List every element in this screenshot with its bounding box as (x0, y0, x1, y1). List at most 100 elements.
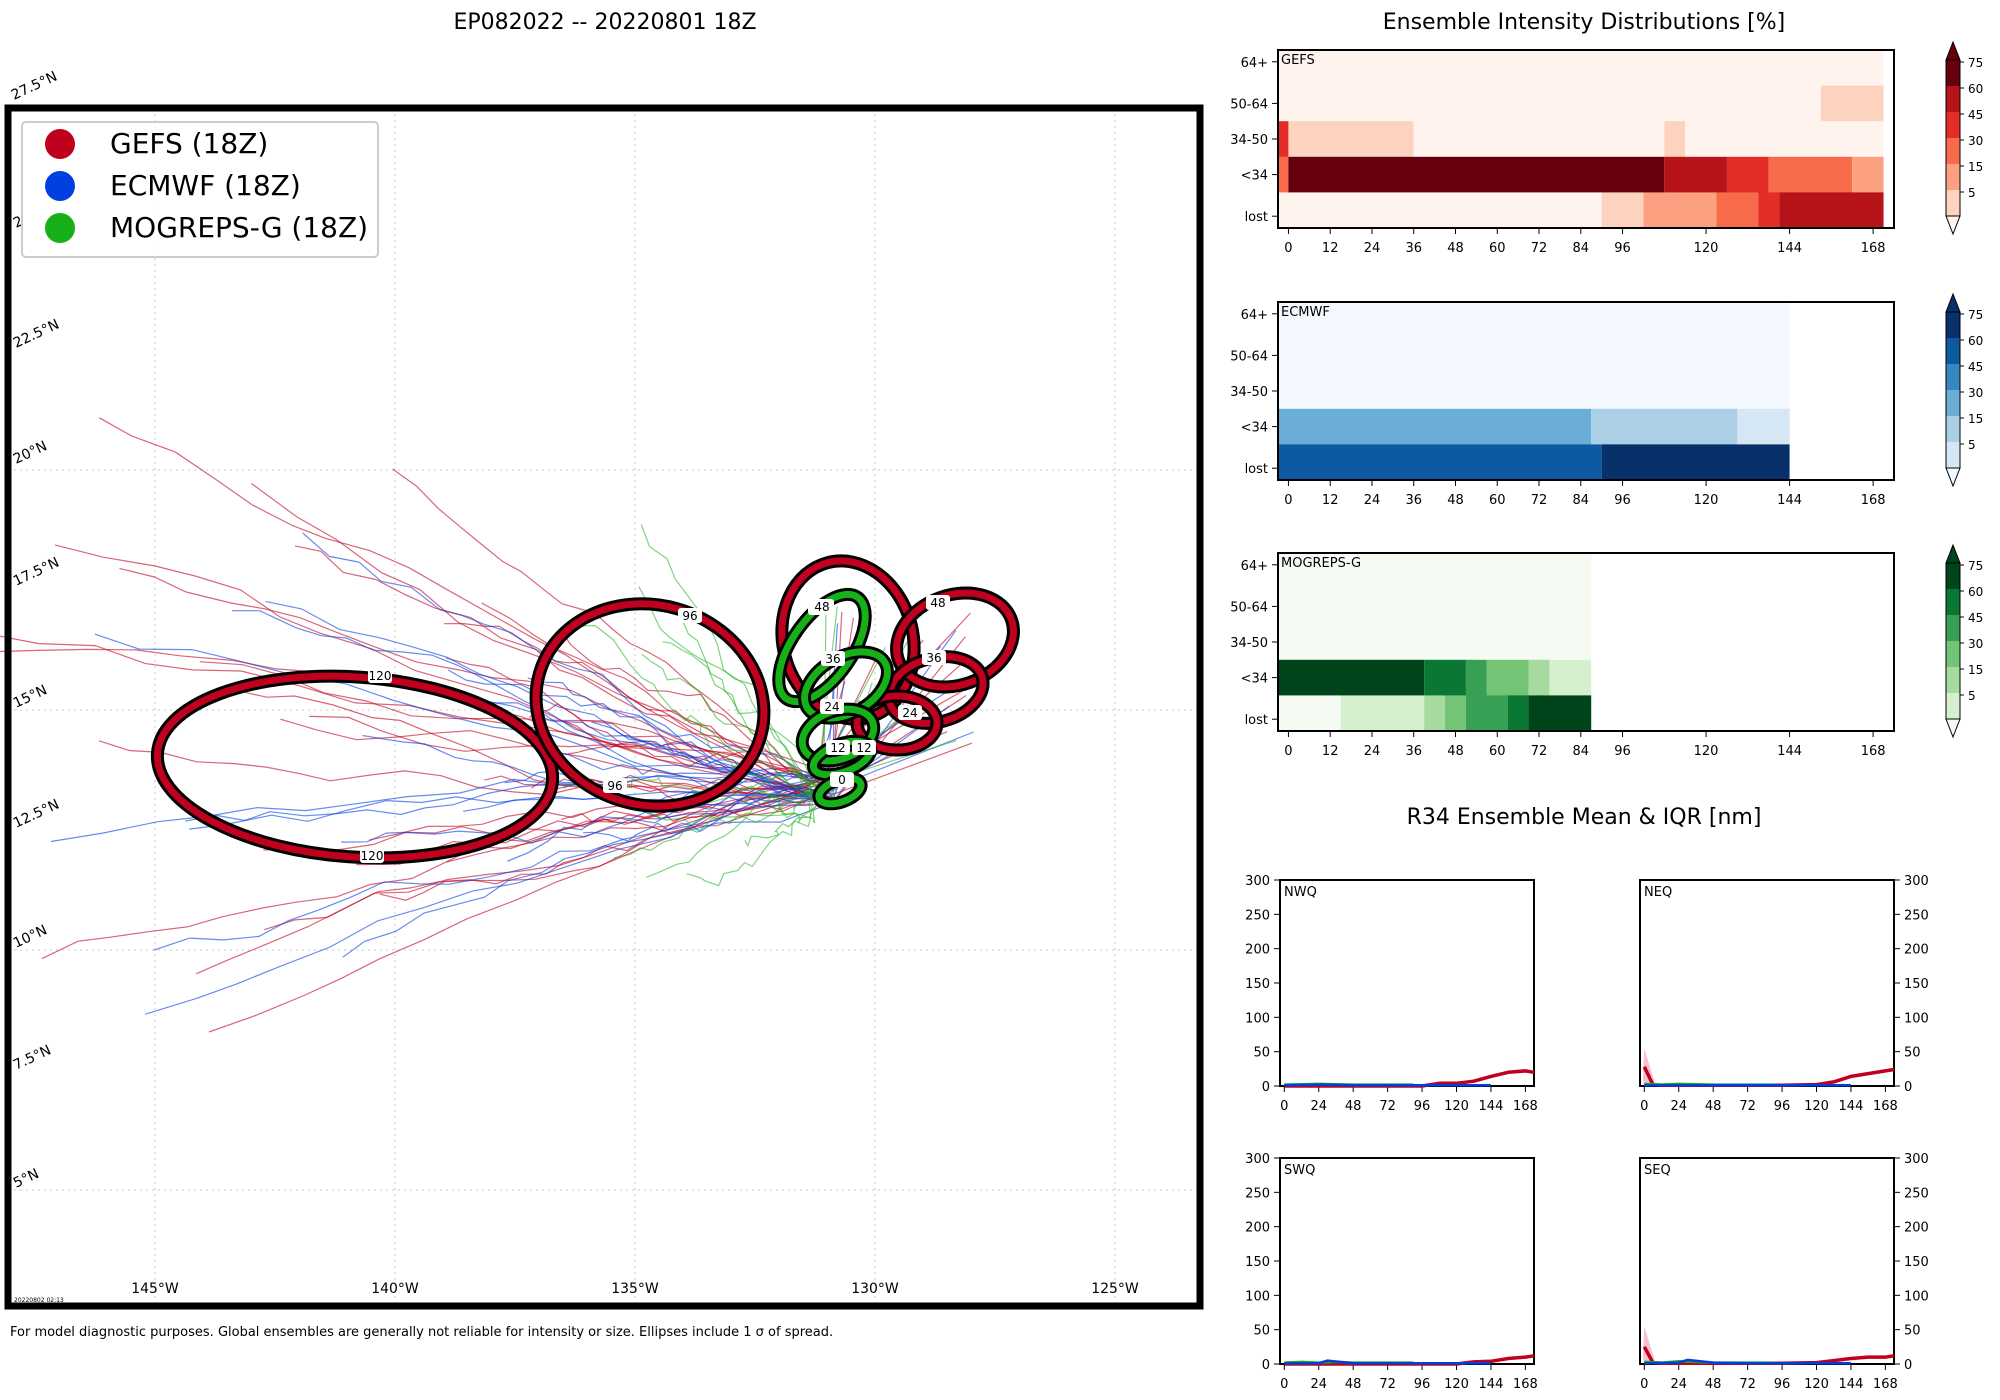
gefs-ellipse-120h-fill (153, 672, 557, 862)
figure-title: EP082022 -- 20220801 18Z (453, 10, 756, 35)
r34-ytick-label: 0 (1262, 1358, 1270, 1373)
legend-ecmwf-marker (45, 171, 75, 201)
colorbar-segment (1946, 615, 1960, 642)
gefs-label-96a-bg (678, 608, 702, 623)
heatmap-x-label: 84 (1573, 493, 1590, 508)
lat-tick-label: 7.5°N (11, 1042, 54, 1073)
heatmap-cell (1278, 50, 1884, 87)
gefs-member-track (240, 690, 833, 799)
r34-ytick-label: 300 (1904, 874, 1929, 889)
mogreps-label-12a-text: 12 (830, 741, 845, 755)
r34-xtick-label: 120 (1804, 1099, 1829, 1114)
heatmap-x-label: 168 (1861, 493, 1886, 508)
heatmap-cell (1278, 444, 1602, 481)
gefs-label-48b-bg (926, 595, 950, 610)
gefs-member-track (54, 544, 818, 793)
map-gridlines (8, 108, 1200, 1306)
gefs-member-track (481, 602, 948, 789)
ecmwf-member-track (549, 750, 809, 779)
r34-xtick-label: 24 (1670, 1099, 1687, 1114)
r34-xtick-label: 168 (1873, 1377, 1898, 1392)
spread-ellipses: 12012096964848362448362412120 (150, 554, 1020, 865)
colorbar-tick-label: 30 (1968, 386, 1983, 400)
legend-ecmwf-label: ECMWF (18Z) (110, 169, 301, 202)
heatmap-panel-label: MOGREPS-G (1281, 556, 1361, 571)
gefs-ellipse-96h-fill (532, 600, 768, 810)
heatmap-row-label: 50-64 (1230, 600, 1268, 615)
colorbar-extend-min (1945, 215, 1961, 236)
ecmwf-member-track (145, 779, 810, 1015)
gefs-member-track (0, 635, 824, 777)
colorbar-tick-label: 45 (1968, 360, 1983, 374)
colorbar-greens: 75 60 45 30 15 5 (1945, 543, 1983, 739)
colorbar-segment (1946, 416, 1960, 443)
gefs-member-track (208, 742, 973, 1033)
mogreps-label-12a-bg (826, 740, 850, 755)
r34-frame (1279, 879, 1535, 1087)
gefs-label-36: 36 (922, 650, 946, 665)
legend-mogreps-label: MOGREPS-G (18Z) (110, 211, 368, 244)
r34-quadrant-label: NEQ (1644, 885, 1672, 900)
r34-xtick-label: 72 (1379, 1377, 1396, 1392)
r34-ytick-label: 300 (1245, 874, 1270, 889)
heatmap-x-label: 84 (1573, 744, 1590, 759)
r34-frame (1279, 1157, 1535, 1365)
legend-gefs-label: GEFS (18Z) (110, 127, 268, 160)
colorbar-segment (1946, 312, 1960, 339)
r34-gefs-iqr-band (1642, 1326, 1656, 1364)
mogreps-member-track (662, 606, 838, 800)
heatmap-cell (1278, 337, 1790, 374)
colorbar-tick-label: 15 (1968, 160, 1983, 174)
colorbar-tick-label: 30 (1968, 637, 1983, 651)
r34-xtick-label: 144 (1839, 1377, 1864, 1392)
footnote: For model diagnostic purposes. Global en… (10, 1325, 833, 1340)
colorbar-extend-max (1945, 292, 1961, 313)
heatmap-cell (1716, 192, 1759, 229)
heatmap-cell (1278, 373, 1790, 410)
r34-quadrant-label: SEQ (1644, 1163, 1671, 1178)
map-frame (4, 104, 1204, 1310)
r34-ytick-label: 0 (1262, 1080, 1270, 1095)
colorbar-frame (1945, 59, 1961, 217)
lon-tick-label: 140°W (371, 1281, 419, 1297)
heatmap-panel-label: GEFS (1281, 53, 1315, 68)
heatmap-panel-label: ECMWF (1281, 305, 1330, 320)
r34-ytick-label: 200 (1904, 943, 1929, 958)
r34-ytick-label: 250 (1904, 908, 1929, 923)
r34-ytick-label: 250 (1245, 908, 1270, 923)
heatmap-cell (1278, 695, 1341, 732)
heatmap-x-label: 120 (1694, 744, 1719, 759)
heatmap-x-label: 48 (1447, 493, 1464, 508)
heatmap-x-label: 24 (1364, 493, 1381, 508)
heatmap-cell (1486, 659, 1529, 696)
mogreps-label-36-bg (821, 651, 845, 666)
heatmap-cell (1643, 192, 1717, 229)
colorbar-segment (1946, 364, 1960, 391)
heatmap-x-label: 96 (1614, 493, 1631, 508)
lon-tick-label: 145°W (131, 1281, 179, 1297)
gefs-member-track (549, 778, 835, 795)
gefs-label-48b: 48 (926, 595, 950, 610)
heatmap-x-label: 12 (1322, 744, 1339, 759)
r34-ytick-label: 250 (1245, 1186, 1270, 1201)
heatmap-row-label: <34 (1241, 169, 1268, 184)
heatmap-x-label: 12 (1322, 493, 1339, 508)
heatmap-cell (1445, 695, 1466, 732)
r34-xtick-label: 48 (1345, 1377, 1362, 1392)
heatmap-x-label: 144 (1777, 241, 1802, 256)
heatmap-cell (1288, 121, 1414, 158)
gefs-member-track (564, 742, 809, 780)
heatmap-x-label: 168 (1861, 744, 1886, 759)
r34-xtick-label: 168 (1873, 1099, 1898, 1114)
colorbar-segment (1946, 589, 1960, 616)
gefs-label-120a: 120 (368, 668, 392, 683)
r34-ytick-label: 50 (1253, 1324, 1270, 1339)
r34-xtick-label: 72 (1739, 1377, 1756, 1392)
r34-line-ecmwf (1644, 1358, 1851, 1365)
lon-tick-label: 125°W (1091, 1281, 1139, 1297)
lat-tick-label: 20°N (11, 438, 50, 467)
mogreps-member-track (640, 524, 844, 785)
r34-xtick-label: 24 (1310, 1377, 1327, 1392)
gefs-label-120b-bg (360, 848, 384, 863)
